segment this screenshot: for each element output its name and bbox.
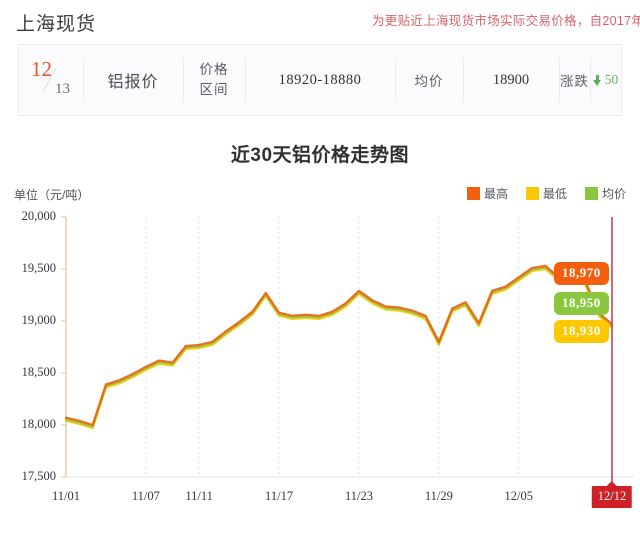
y-axis-label: 19,000 (21, 313, 56, 327)
change-label: 涨跌 (559, 45, 590, 115)
price-range-label-line1: 价格 (199, 62, 229, 78)
chart-area: 20,000 19,500 19,000 18,500 18,000 17,500 11/… (0, 207, 640, 508)
series-line-最高 (64, 264, 614, 427)
y-axis-label: 18,500 (21, 365, 56, 379)
chart-plot (61, 216, 634, 495)
legend-swatch-icon (525, 187, 539, 200)
y-axis-label: 17,500 (21, 469, 56, 483)
x-axis-label: 11/01 (51, 489, 81, 503)
legend-label: 均价 (601, 187, 626, 201)
price-range-value: 18920-18880 (245, 45, 395, 115)
change-value: 50 (604, 72, 619, 87)
x-axis-label: 11/17 (265, 489, 294, 503)
x-axis-label: 11/29 (424, 489, 453, 503)
quote-card-wrapper: 12 13 铝报价 价格 区间 18920-18880 均价 18900 涨跌 … (0, 44, 640, 116)
value-tag-average: 18,950 (554, 292, 609, 315)
quote-date-day: 13 (55, 81, 70, 97)
x-axis-label: 11/11 (185, 489, 213, 503)
average-price-value: 18900 (463, 45, 559, 115)
y-axis-ticks: 20,000 19,500 19,000 18,500 18,000 17,500 (0, 207, 66, 497)
price-range-label-line2: 区间 (199, 82, 229, 97)
chart-legend: 最高 最低 均价 (455, 185, 626, 202)
product-label: 铝报价 (83, 45, 183, 115)
legend-label: 最高 (483, 187, 508, 201)
notice-text: 为更贴近上海现货市场实际交易价格，自2017年4月 (372, 14, 640, 28)
y-axis-label: 20,000 (21, 209, 56, 223)
series-line-最低 (64, 267, 614, 430)
quote-date-month: 12 (31, 57, 52, 81)
change-value-group: 50 (590, 45, 621, 115)
chart-meta-row: 单位（元/吨） 最高 最低 均价 (0, 183, 640, 207)
legend-item-均价: 均价 (584, 185, 626, 202)
value-tag-low: 18,930 (554, 320, 609, 343)
legend-swatch-icon (466, 187, 480, 200)
x-axis-label: 11/23 (344, 489, 373, 503)
x-axis-label: 12/05 (504, 489, 534, 503)
y-axis-label: 19,500 (21, 261, 56, 275)
y-axis-label: 18,000 (21, 417, 56, 431)
legend-label: 最低 (542, 187, 567, 201)
arrow-down-icon (592, 74, 602, 86)
legend-swatch-icon (584, 187, 598, 200)
value-tag-high: 18,970 (554, 262, 609, 285)
chart-unit-label: 单位（元/吨） (14, 188, 90, 202)
x-axis-label-highlight: 12/12 (591, 481, 633, 508)
price-range-label: 价格 区间 (183, 45, 245, 115)
page-title: 上海现货 (16, 13, 97, 35)
quote-date: 12 13 (19, 45, 83, 115)
legend-item-最高: 最高 (466, 185, 508, 202)
series-line-均价 (64, 266, 614, 428)
quote-card: 12 13 铝报价 价格 区间 18920-18880 均价 18900 涨跌 … (18, 44, 622, 116)
top-bar: 上海现货 为更贴近上海现货市场实际交易价格，自2017年4月 (0, 0, 640, 44)
average-price-label: 均价 (395, 45, 463, 115)
x-axis-label: 11/07 (131, 489, 160, 503)
chart-title: 近30天铝价格走势图 (230, 145, 410, 166)
legend-item-最低: 最低 (525, 185, 567, 202)
